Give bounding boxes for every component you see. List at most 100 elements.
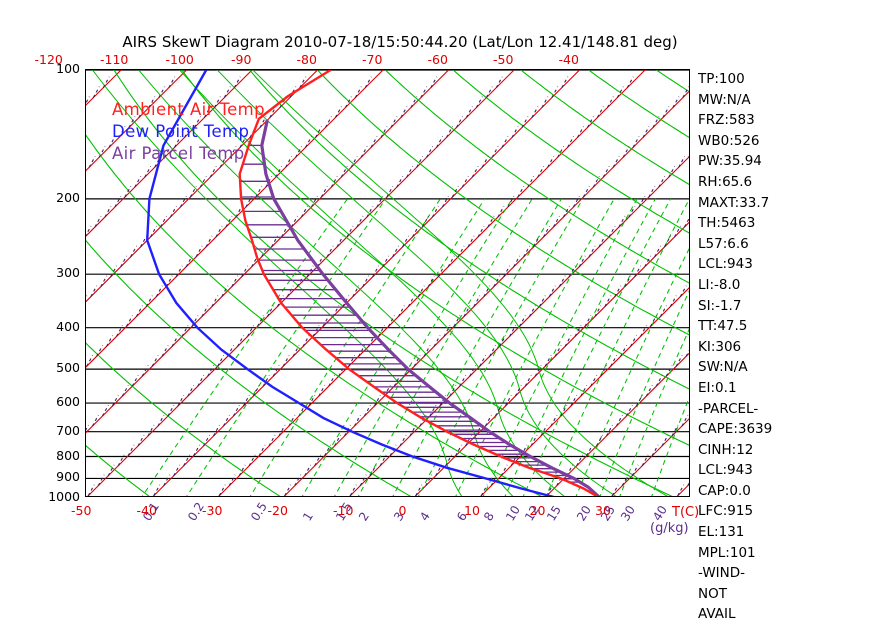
aux-dashed-segment [423,345,431,357]
aux-dashed-segment [314,454,322,467]
aux-dashed-segment [310,195,318,208]
aux-dashed-segment [556,474,564,487]
aux-dashed-segment [596,106,604,118]
top-temp-tick--100: -100 [165,52,194,67]
aux-dashed-segment [574,325,582,337]
aux-dashed-segment [94,215,102,228]
pressure-tick-700: 700 [56,422,80,438]
aux-dashed-segment [465,106,473,118]
aux-dashed-segment [514,384,522,397]
aux-dashed-segment [282,355,290,367]
aux-dashed-segment [187,384,195,397]
aux-dashed-segment [251,255,259,268]
aux-dashed-segment [231,275,239,288]
dry-adiabat-line [520,70,689,185]
aux-dashed-segment [602,166,610,178]
aux-dashed-segment [417,285,425,297]
top-temp-tick--120: -120 [34,52,63,67]
aux-dashed-segment [205,235,213,248]
aux-dashed-segment [377,325,385,337]
aux-dashed-segment [356,215,364,228]
aux-dashed-segment [305,136,313,148]
aux-dashed-segment [511,126,519,138]
param-row: LCL:943 [698,256,753,273]
aux-dashed-segment [441,195,449,208]
mixing-ratio-line [619,328,689,496]
bottom-temp-tick--50: -50 [71,503,92,518]
aux-dashed-segment [528,305,536,317]
aux-dashed-segment [421,215,429,228]
aux-dashed-segment [400,106,408,118]
aux-dashed-segment [258,444,266,457]
isotherm-line [86,70,449,434]
aux-dashed-segment [499,335,507,347]
aux-dashed-segment [561,76,569,88]
pressure-tick-1000: 1000 [48,489,80,504]
aux-dashed-segment [294,474,302,487]
aux-dashed-segment [433,335,441,347]
aux-dashed-segment [245,195,253,208]
aux-dashed-segment [615,414,623,427]
aux-dashed-segment [161,345,169,357]
param-row: NOT [698,585,727,602]
bottom-temp-tick--20: -20 [267,503,288,518]
param-row: RH:65.6 [698,173,753,190]
aux-dashed-segment [630,335,638,347]
aux-dashed-segment [662,106,670,118]
aux-dashed-segment [665,365,673,377]
aux-dashed-segment [271,235,279,248]
sounding-parameter-panel: TP:100 MW:N/A FRZ:583 WB0:526 PW:35.94 RH:65.… [698,69,868,625]
aux-dashed-segment [252,384,260,397]
aux-dashed-segment [471,166,479,178]
aux-dashed-segment [219,156,227,168]
aux-dashed-segment [668,166,676,178]
aux-dashed-segment [157,414,165,427]
aux-dashed-segment [197,375,205,387]
dewpoint-curve [145,70,555,496]
aux-dashed-segment [181,325,189,337]
mixing-ratio-line [599,290,689,496]
aux-dashed-segment [108,136,116,148]
aux-dashed-segment [664,235,672,248]
aux-dashed-segment [540,424,548,437]
param-row: CINH:12 [698,441,754,458]
aux-dashed-segment [625,404,633,417]
aux-dashed-segment [163,474,171,487]
aux-dashed-segment [344,96,352,108]
aux-dashed-segment [618,215,626,228]
aux-dashed-segment [145,295,153,307]
aux-dashed-segment [353,414,361,427]
aux-dashed-segment [419,414,427,427]
aux-dashed-segment [212,424,220,437]
aux-dashed-segment [406,166,414,178]
skewt-plot-svg [86,70,689,496]
aux-dashed-segment [379,454,387,467]
dry-adiabat-line [86,239,412,496]
dry-adiabat-line [384,70,689,284]
aux-dashed-segment [402,235,410,248]
aux-dashed-segment [117,454,125,467]
aux-dashed-segment [500,464,508,477]
aux-dashed-segment [493,275,501,288]
aux-dashed-segment [551,86,559,98]
legend-ambient-air-temp: Ambient Air Temp [112,100,266,119]
dry-adiabat-line [452,70,689,234]
cape-shading [240,144,580,483]
aux-dashed-segment [621,474,629,487]
aux-dashed-segment [459,375,467,387]
aux-dashed-segment [281,225,288,238]
aux-dashed-segment [304,464,312,477]
aux-dashed-segment [97,474,105,487]
legend-dew-point-temp: Dew Point Temp [112,122,250,141]
aux-dashed-segment [682,86,689,98]
aux-dashed-segment [494,404,502,417]
aux-dashed-segment [221,285,229,297]
aux-dashed-segment [96,345,104,357]
mixing-ratio-tick-10: 10 [503,503,524,524]
aux-dashed-segment [138,106,146,118]
aux-dashed-segment [201,305,209,317]
aux-dashed-segment [671,424,679,437]
bottom-temp-tick--30: -30 [202,503,223,518]
aux-dashed-segment [372,265,380,278]
aux-dashed-segment [199,175,207,188]
